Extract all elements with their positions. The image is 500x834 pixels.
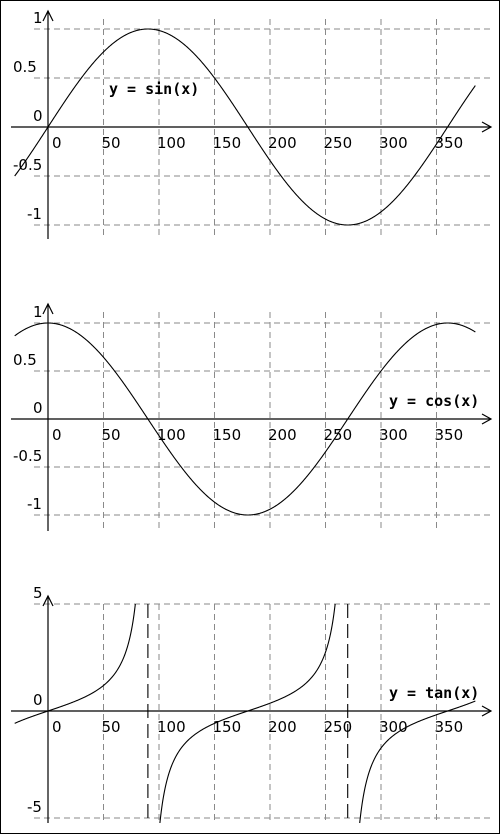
x-tick-label: 100 bbox=[157, 134, 186, 152]
x-tick-label: 50 bbox=[102, 426, 121, 444]
series-line bbox=[14, 28, 476, 226]
y-tick-label: 0.5 bbox=[13, 351, 37, 369]
chart-title: y = tan(x) bbox=[389, 684, 479, 702]
series-line bbox=[14, 322, 476, 516]
y-tick-label: -0.5 bbox=[13, 447, 42, 465]
x-axis-arrow bbox=[481, 121, 493, 133]
x-tick-label: 200 bbox=[268, 718, 297, 736]
y-tick-label: 5 bbox=[33, 584, 43, 602]
x-tick-label: 150 bbox=[213, 426, 242, 444]
x-tick-label: 200 bbox=[268, 134, 297, 152]
y-tick-label: 0 bbox=[33, 107, 43, 125]
x-tick-label: 200 bbox=[268, 426, 297, 444]
x-tick-label: 300 bbox=[379, 426, 408, 444]
chart-sin: 0 50 100 150 200 250 300 350 1 0.5 0 -0.5 -1 y = sin(… bbox=[11, 9, 493, 239]
x-tick-label: 0 bbox=[52, 134, 62, 152]
x-tick-label: 0 bbox=[52, 718, 62, 736]
x-tick-label: 250 bbox=[324, 134, 353, 152]
x-tick-label: 50 bbox=[102, 134, 121, 152]
y-tick-label: 0 bbox=[33, 399, 43, 417]
y-tick-label: 1 bbox=[33, 303, 43, 321]
x-tick-label: 100 bbox=[157, 718, 186, 736]
x-tick-label: 150 bbox=[213, 134, 242, 152]
x-tick-label: 300 bbox=[379, 718, 408, 736]
y-tick-label: -1 bbox=[27, 205, 42, 223]
y-tick-label: 1 bbox=[33, 9, 43, 27]
x-axis-arrow bbox=[481, 413, 493, 425]
y-tick-label: 0 bbox=[33, 691, 43, 709]
x-tick-label: 250 bbox=[324, 718, 353, 736]
y-axis-arrow bbox=[42, 302, 54, 315]
y-tick-label: -1 bbox=[27, 495, 42, 513]
x-tick-label: 150 bbox=[213, 718, 242, 736]
x-tick-label: 350 bbox=[435, 426, 464, 444]
x-tick-label: 350 bbox=[435, 718, 464, 736]
x-axis-arrow bbox=[481, 705, 493, 717]
y-tick-label: -5 bbox=[27, 798, 42, 816]
chart-cos: 0 50 100 150 200 250 300 350 1 0.5 0 -0.5 -1 y = cos(… bbox=[11, 302, 493, 531]
x-tick-label: 100 bbox=[157, 426, 186, 444]
series-line bbox=[14, 604, 476, 823]
y-axis-arrow bbox=[42, 9, 54, 22]
x-tick-label: 50 bbox=[102, 718, 121, 736]
x-tick-label: 250 bbox=[324, 426, 353, 444]
y-tick-label: 0.5 bbox=[13, 58, 37, 76]
x-tick-label: 350 bbox=[435, 134, 464, 152]
chart-title: y = sin(x) bbox=[109, 80, 199, 98]
y-tick-label: -0.5 bbox=[13, 156, 42, 174]
chart-title: y = cos(x) bbox=[389, 392, 479, 410]
x-tick-label: 300 bbox=[379, 134, 408, 152]
x-tick-label: 0 bbox=[52, 426, 62, 444]
y-axis-arrow bbox=[42, 594, 54, 607]
